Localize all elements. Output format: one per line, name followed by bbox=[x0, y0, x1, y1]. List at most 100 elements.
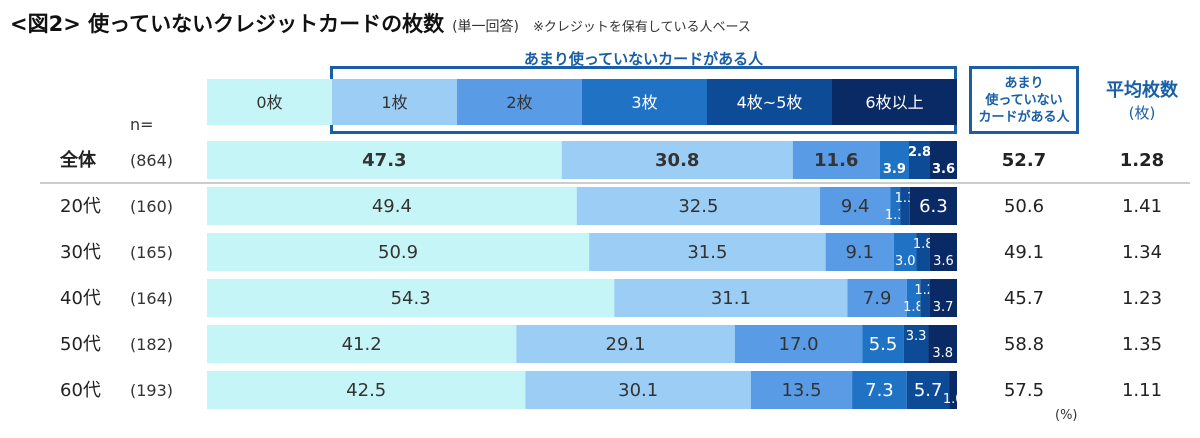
row-label: 20代 bbox=[60, 196, 101, 217]
row-n: (182) bbox=[130, 335, 173, 354]
row-n: (165) bbox=[130, 243, 173, 262]
bar-segment bbox=[847, 279, 907, 317]
bar-value-label: 3.7 bbox=[933, 300, 954, 315]
row-n: (164) bbox=[130, 289, 173, 308]
bar-value-label: 5.5 bbox=[869, 334, 898, 355]
share-value: 58.8 bbox=[1004, 334, 1044, 355]
bar-segment bbox=[614, 279, 848, 317]
share-value: 49.1 bbox=[1004, 242, 1044, 263]
bar-segment bbox=[862, 325, 904, 363]
average-header-unit: (枚) bbox=[1128, 104, 1156, 122]
share-header-line-1: あまり bbox=[1004, 75, 1044, 91]
bar-segment bbox=[903, 325, 929, 363]
bar-segment bbox=[900, 187, 910, 225]
share-value: 50.6 bbox=[1004, 196, 1044, 217]
bar-segment bbox=[576, 187, 821, 225]
bar-segment bbox=[792, 141, 880, 179]
average-value: 1.34 bbox=[1122, 242, 1162, 263]
bar-value-label: 3.6 bbox=[933, 254, 954, 269]
bar-segment bbox=[929, 233, 957, 271]
bar-segment bbox=[906, 371, 950, 409]
bar-value-label: 6.3 bbox=[919, 196, 948, 217]
bar-segment bbox=[207, 325, 517, 363]
bar-value-label: 32.5 bbox=[678, 196, 718, 217]
bar-segment bbox=[525, 371, 751, 409]
bar-value-label: 1.3 bbox=[885, 208, 906, 223]
row-label: 60代 bbox=[60, 380, 101, 401]
chart-title-main: <図2> 使っていないクレジットカードの枚数 bbox=[10, 12, 445, 36]
bar-segment bbox=[928, 325, 957, 363]
share-value: 57.5 bbox=[1004, 380, 1044, 401]
bar-segment bbox=[929, 279, 957, 317]
bar-value-label: 47.3 bbox=[362, 150, 406, 171]
bar-value-label: 3.6 bbox=[932, 162, 955, 177]
bar-value-label: 30.8 bbox=[655, 150, 699, 171]
bar-segment bbox=[909, 187, 957, 225]
bar-segment bbox=[909, 141, 930, 179]
n-label: n= bbox=[130, 115, 154, 134]
bar-value-label: 1.8 bbox=[913, 237, 934, 252]
legend-label-0: 0枚 bbox=[256, 93, 282, 112]
share-column-header: あまり 使っていない カードがある人 bbox=[969, 66, 1079, 134]
chart-title-sub: (単一回答) bbox=[452, 19, 520, 35]
bar-segment bbox=[930, 141, 957, 179]
bar-segment bbox=[893, 233, 917, 271]
bar-segment bbox=[852, 371, 907, 409]
average-value: 1.11 bbox=[1122, 380, 1162, 401]
share-header-line-2: 使っていない bbox=[985, 92, 1063, 108]
bar-segment bbox=[916, 233, 930, 271]
legend-swatch-0 bbox=[207, 79, 332, 125]
bar-value-label: 3.9 bbox=[883, 162, 906, 177]
bar-segment bbox=[561, 141, 793, 179]
bar-segment bbox=[207, 371, 526, 409]
bar-segment bbox=[207, 141, 562, 179]
bar-value-label: 42.5 bbox=[346, 380, 386, 401]
row-label: 40代 bbox=[60, 288, 101, 309]
bar-segment bbox=[920, 279, 930, 317]
bar-segment bbox=[820, 187, 891, 225]
share-header-line-3: カードがある人 bbox=[978, 109, 1070, 125]
bar-segment bbox=[516, 325, 735, 363]
bar-value-label: 41.2 bbox=[342, 334, 382, 355]
average-column-header: 平均枚数 (枚) bbox=[1092, 76, 1192, 123]
bar-segment bbox=[589, 233, 826, 271]
bar-value-label: 3.0 bbox=[895, 254, 916, 269]
bar-value-label: 30.1 bbox=[618, 380, 658, 401]
bar-value-label: 1.8 bbox=[903, 300, 924, 315]
bar-value-label: 13.5 bbox=[781, 380, 821, 401]
bar-segment bbox=[906, 279, 921, 317]
share-value: 52.7 bbox=[1002, 150, 1046, 171]
bar-value-label: 31.1 bbox=[711, 288, 751, 309]
legend-group-label: あまり使っていないカードがある人 bbox=[523, 50, 764, 68]
bar-segment bbox=[879, 141, 909, 179]
bar-value-label: 49.4 bbox=[372, 196, 412, 217]
row-n: (193) bbox=[130, 381, 173, 400]
row-label: 50代 bbox=[60, 334, 101, 355]
chart-title: <図2> 使っていないクレジットカードの枚数 (単一回答) ※クレジットを保有してい… bbox=[10, 8, 751, 38]
bar-value-label: 2.8 bbox=[908, 145, 931, 160]
bar-segment bbox=[207, 233, 590, 271]
average-header-label: 平均枚数 bbox=[1106, 80, 1178, 101]
bar-value-label: 3.3 bbox=[906, 329, 927, 344]
bar-segment bbox=[949, 371, 957, 409]
bar-value-label: 1.3 bbox=[895, 191, 916, 206]
bar-value-label: 5.7 bbox=[914, 380, 943, 401]
average-value: 1.28 bbox=[1120, 150, 1164, 171]
row-label: 全体 bbox=[59, 149, 97, 171]
bar-value-label: 7.9 bbox=[863, 288, 892, 309]
bar-value-label: 1.2 bbox=[914, 283, 935, 298]
bar-value-label: 3.8 bbox=[932, 346, 953, 361]
share-value: 45.7 bbox=[1004, 288, 1044, 309]
legend-group-frame bbox=[330, 66, 957, 134]
bar-segment bbox=[750, 371, 853, 409]
bar-segment bbox=[825, 233, 894, 271]
bar-value-label: 9.4 bbox=[841, 196, 870, 217]
row-label: 30代 bbox=[60, 242, 101, 263]
bar-segment bbox=[207, 279, 615, 317]
bar-value-label: 54.3 bbox=[391, 288, 431, 309]
bar-segment bbox=[207, 187, 577, 225]
bar-value-label: 17.0 bbox=[779, 334, 819, 355]
bar-value-label: 29.1 bbox=[606, 334, 646, 355]
bar-value-label: 7.3 bbox=[865, 380, 894, 401]
chart-title-note: ※クレジットを保有している人ベース bbox=[533, 20, 751, 35]
